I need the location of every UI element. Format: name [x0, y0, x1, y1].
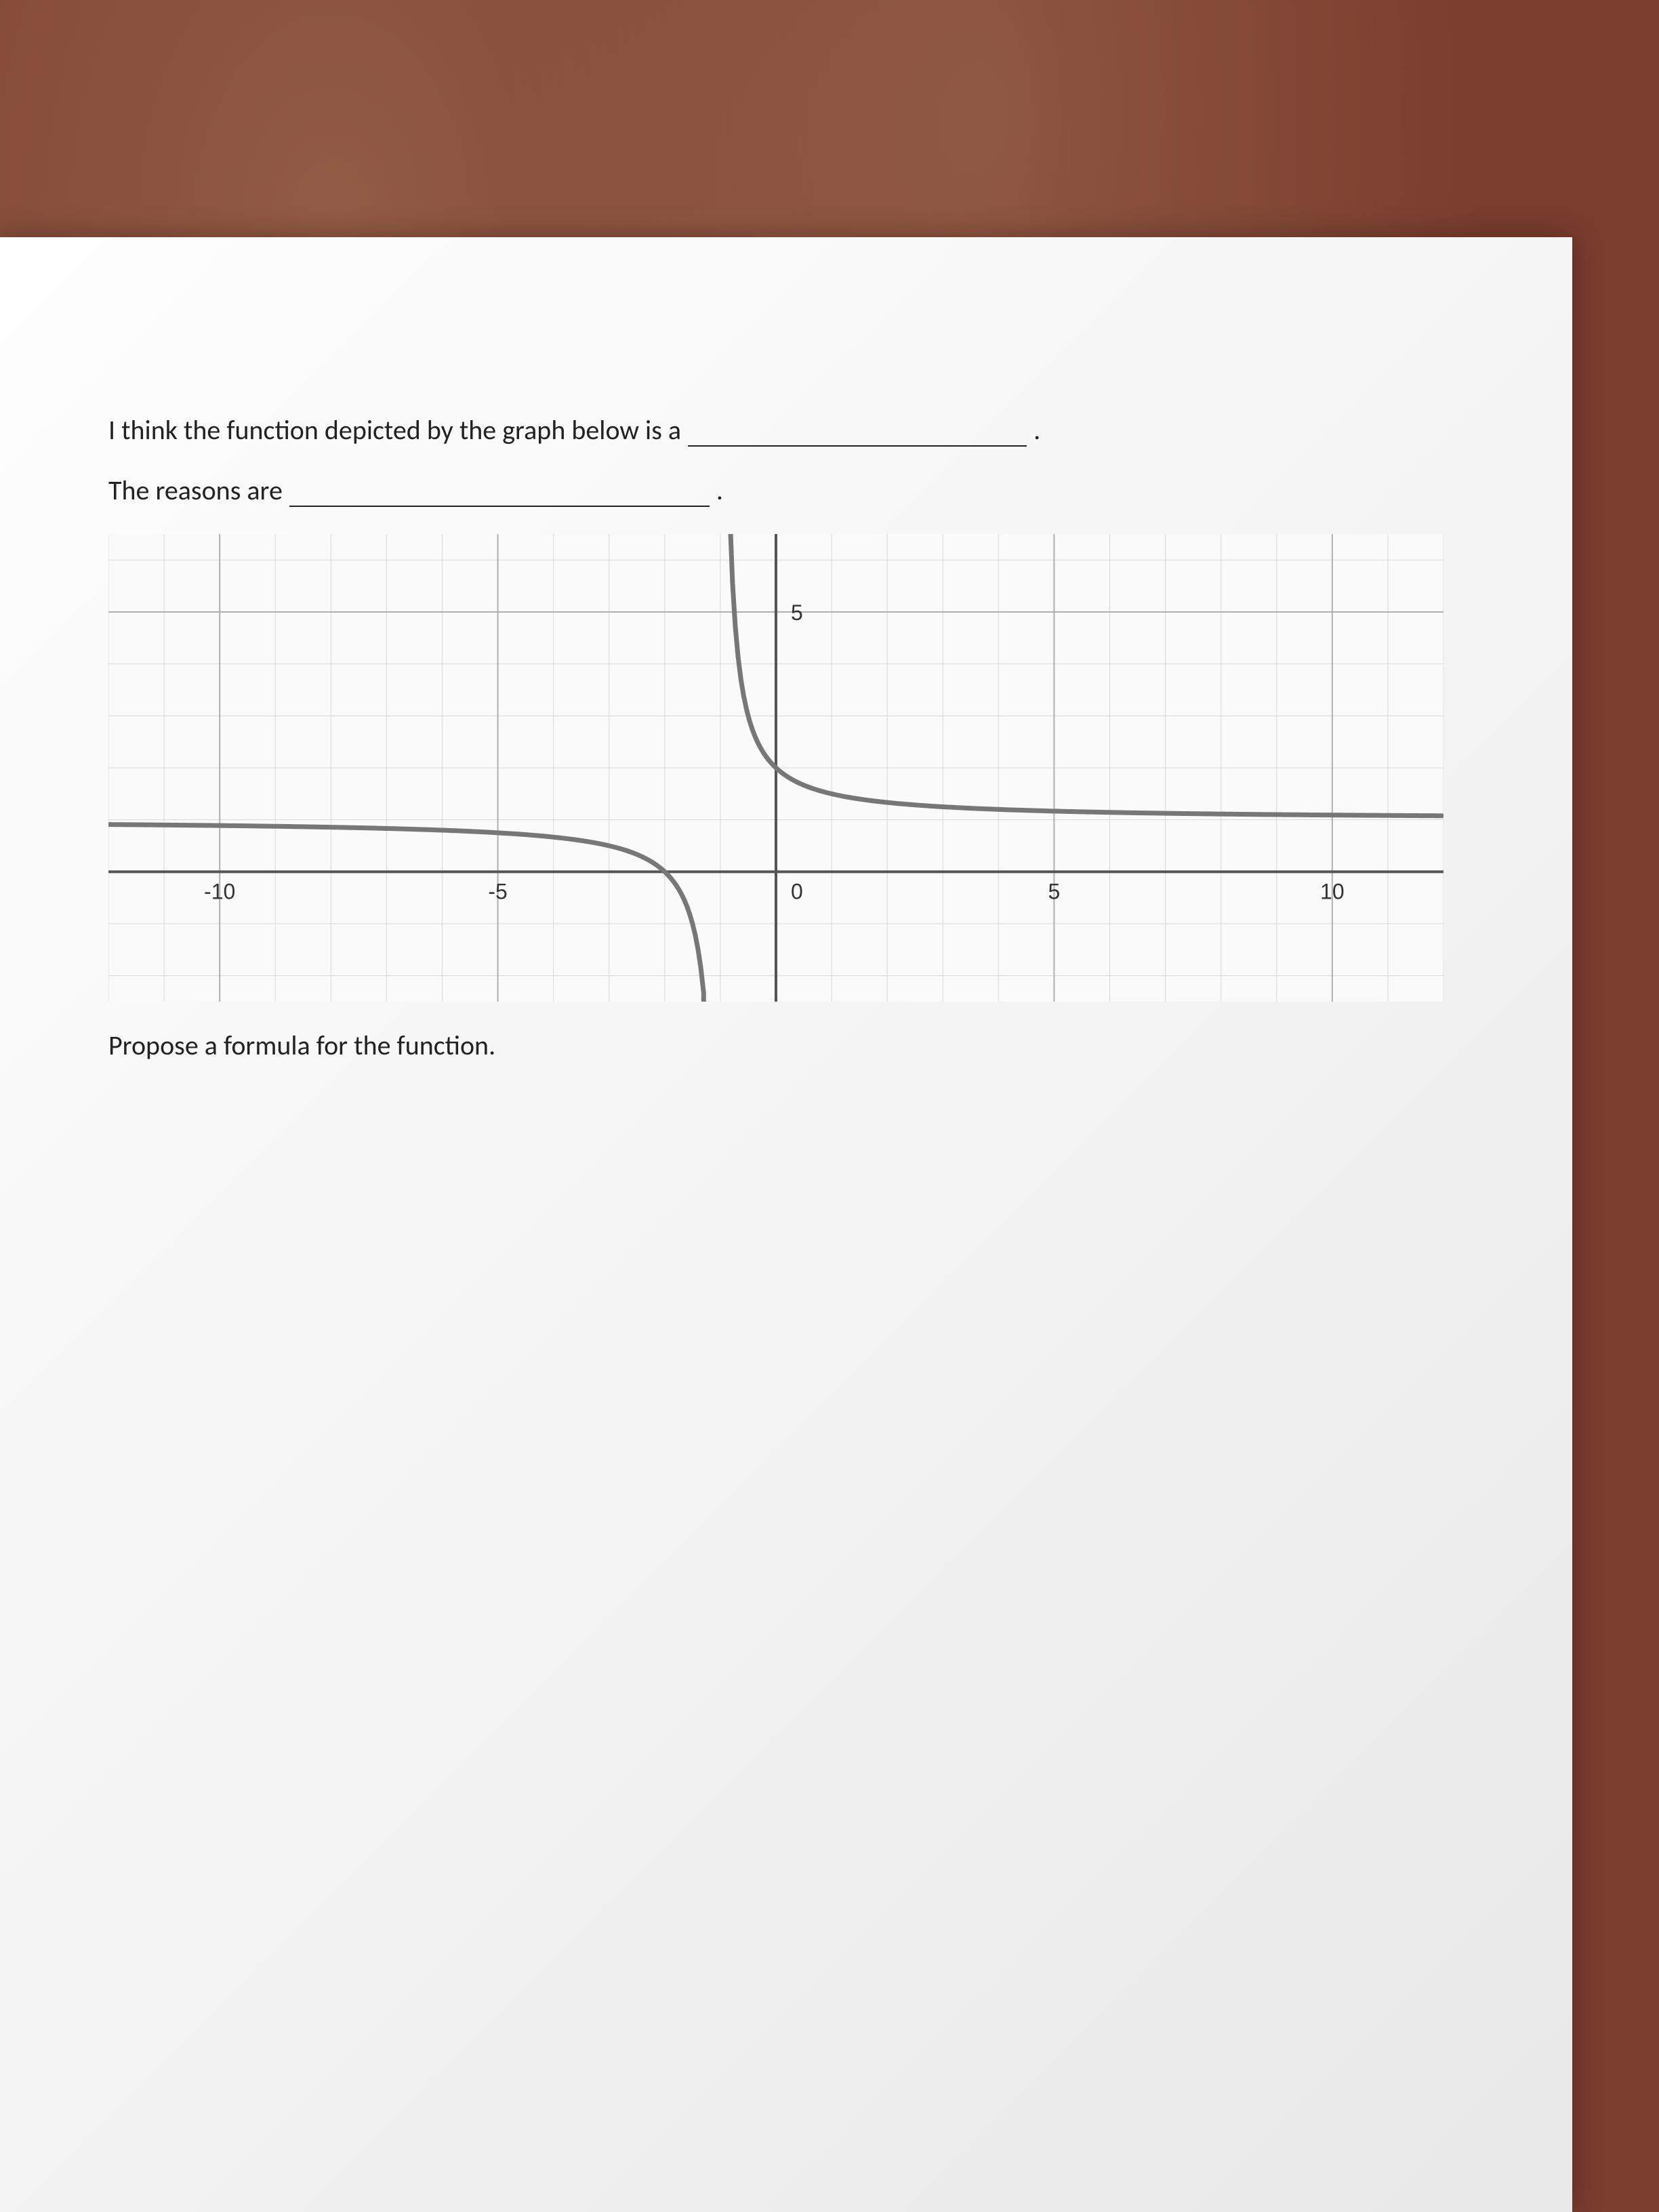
- svg-text:0: 0: [791, 879, 803, 903]
- period-2: .: [716, 474, 723, 507]
- line2-text: The reasons are: [108, 474, 283, 507]
- line1-text: I think the function depicted by the gra…: [108, 413, 681, 447]
- svg-text:5: 5: [1048, 879, 1061, 903]
- prompt-line-2: The reasons are .: [108, 474, 1477, 507]
- prompt-line-3: Propose a formula for the function.: [108, 1029, 1477, 1062]
- blank-1[interactable]: [688, 419, 1027, 447]
- prompt-line-1: I think the function depicted by the gra…: [108, 413, 1477, 447]
- svg-text:10: 10: [1320, 879, 1345, 903]
- blank-2[interactable]: [289, 480, 710, 507]
- line3-text: Propose a formula for the function.: [108, 1029, 495, 1062]
- svg-text:5: 5: [791, 600, 803, 625]
- chart-container: 0 5 10 -10 -5 5: [108, 534, 1477, 1002]
- svg-text:-5: -5: [488, 879, 507, 903]
- period-1: .: [1033, 413, 1040, 447]
- svg-text:-10: -10: [204, 879, 235, 903]
- worksheet-paper: I think the function depicted by the gra…: [0, 237, 1572, 2212]
- function-graph: 0 5 10 -10 -5 5: [108, 534, 1443, 1002]
